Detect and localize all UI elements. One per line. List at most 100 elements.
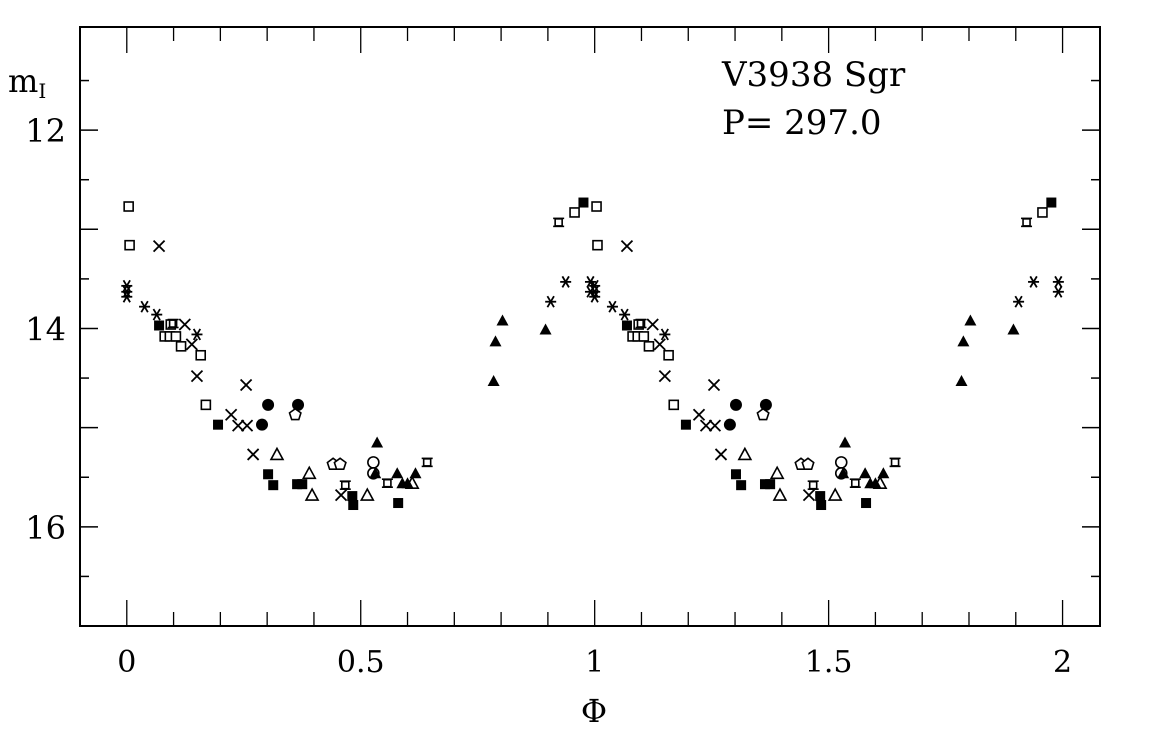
data-point-cross <box>714 448 728 461</box>
y-axis-label-sub: I <box>38 79 46 103</box>
asterisk-stroke <box>122 290 131 303</box>
square-star-box <box>383 478 392 488</box>
data-point-asterisk <box>121 290 133 303</box>
asterisk-stroke <box>561 275 570 288</box>
data-point-filled-triangle <box>489 335 502 347</box>
data-point-open-square <box>175 341 187 352</box>
data-point-open-circle <box>367 466 380 480</box>
data-point-cross <box>224 408 238 421</box>
data-point-square-star <box>889 457 901 468</box>
data-point-filled-triangle <box>496 314 509 326</box>
data-point-square-star <box>807 480 819 490</box>
square-star-box <box>422 458 432 467</box>
data-point-filled-square <box>621 320 632 331</box>
data-point-filled-circle <box>759 398 772 411</box>
data-point-filled-triangle <box>487 375 500 387</box>
data-point-asterisk <box>139 300 151 313</box>
y-tick-label: 16 <box>25 509 66 547</box>
cross-stroke <box>152 240 166 253</box>
data-point-filled-triangle <box>371 436 384 448</box>
data-point-filled-square <box>292 479 303 490</box>
square-star-box <box>1022 218 1031 227</box>
data-point-cross <box>620 240 634 253</box>
data-point-open-square <box>195 349 207 361</box>
data-point-filled-square <box>393 498 404 509</box>
data-point-filled-circle <box>292 398 305 411</box>
data-point-filled-square <box>816 500 827 511</box>
data-point-square-star <box>849 478 861 488</box>
data-point-cross <box>246 448 260 461</box>
data-point-filled-square <box>347 491 358 502</box>
data-point-filled-square <box>297 479 308 490</box>
data-point-filled-circle <box>262 398 275 411</box>
data-point-filled-square <box>268 480 279 491</box>
data-point-open-square <box>643 341 655 352</box>
cross-stroke <box>699 419 713 432</box>
data-point-open-triangle <box>737 446 753 461</box>
data-point-open-triangle <box>269 446 285 461</box>
square-star-box <box>808 480 818 490</box>
asterisk-stroke <box>608 300 617 313</box>
data-point-cross <box>185 338 198 351</box>
data-point-open-circle <box>834 466 848 480</box>
x-tick-labels: 0 0.5 1 1.5 2 <box>117 645 1072 680</box>
data-point-asterisk <box>1052 275 1064 288</box>
asterisk-stroke <box>1029 275 1038 288</box>
data-point-filled-triangle <box>369 467 382 479</box>
data-point-open-pentagon <box>288 407 302 421</box>
cross-stroke <box>190 369 204 383</box>
x-axis-label: Φ <box>581 692 607 730</box>
asterisk-stroke <box>1054 285 1063 298</box>
data-point-cross <box>653 338 666 351</box>
data-point-cross <box>334 488 348 502</box>
data-point-asterisk <box>1013 295 1025 308</box>
data-point-open-pentagon <box>801 457 815 471</box>
asterisk-stroke <box>590 290 599 303</box>
square-star-box <box>554 218 563 227</box>
cross-stroke <box>653 338 666 351</box>
data-point-filled-triangle <box>391 467 404 479</box>
data-point-asterisk <box>560 275 572 288</box>
data-point-cross <box>240 419 254 432</box>
data-point-asterisk <box>619 308 631 321</box>
data-point-open-pentagon <box>756 407 770 421</box>
asterisk-stroke <box>1014 295 1023 308</box>
data-point-open-triangle <box>772 487 788 501</box>
asterisk-stroke <box>192 328 202 341</box>
square-star-box <box>340 480 350 490</box>
cross-stroke <box>707 378 721 392</box>
y-axis-label-main: m <box>8 62 38 100</box>
x-tick-label: 0.5 <box>337 645 385 680</box>
data-point-open-square <box>592 239 603 251</box>
data-point-asterisk <box>606 300 618 313</box>
cross-stroke <box>658 369 671 383</box>
data-point-filled-triangle <box>869 477 882 489</box>
data-point-asterisk <box>191 328 203 341</box>
data-point-cross <box>692 408 706 421</box>
data-point-open-square <box>123 201 134 212</box>
period-label: P= 297.0 <box>722 103 882 143</box>
x-tick-label: 2 <box>1053 645 1072 680</box>
data-point-cross <box>152 240 166 253</box>
data-point-filled-square <box>736 480 747 491</box>
data-point-asterisk <box>1052 285 1064 298</box>
data-point-open-square <box>569 207 580 218</box>
cross-stroke <box>185 338 198 351</box>
cross-stroke <box>620 240 634 253</box>
y-tick-labels: 12 14 16 <box>25 112 66 547</box>
data-point-open-square <box>668 399 680 411</box>
data-point-open-triangle <box>304 487 320 501</box>
data-point-filled-triangle <box>877 467 890 479</box>
data-point-cross <box>802 488 816 502</box>
square-star-box <box>850 478 860 488</box>
data-point-filled-square <box>578 197 589 208</box>
data-point-open-pentagon <box>333 457 347 471</box>
asterisk-stroke <box>122 285 131 298</box>
asterisk-stroke <box>152 308 161 321</box>
data-point-filled-triangle <box>839 436 851 448</box>
data-point-cross <box>646 318 659 331</box>
cross-stroke <box>232 419 245 432</box>
data-point-filled-square <box>213 419 224 430</box>
data-point-square-star <box>167 318 179 329</box>
star-name-label: V3938 Sgr <box>721 55 906 95</box>
